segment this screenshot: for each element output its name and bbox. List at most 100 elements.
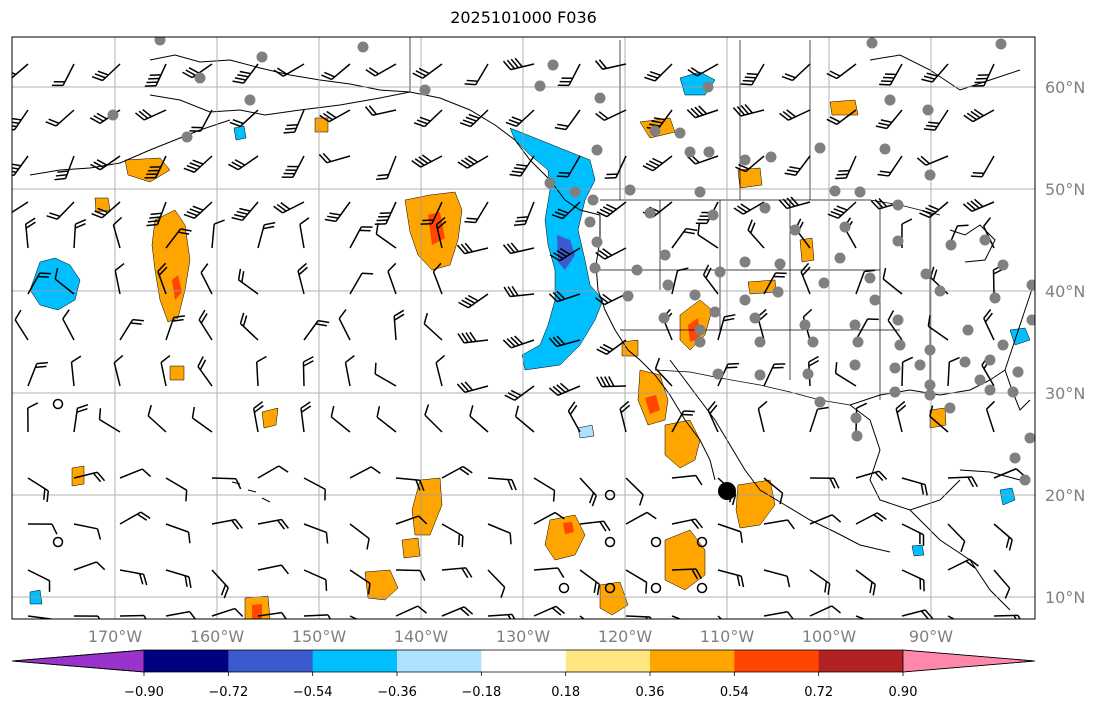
station-dot xyxy=(789,224,801,236)
wind-barb xyxy=(877,155,903,177)
wind-barb xyxy=(487,569,506,599)
wind-barb xyxy=(993,523,1013,551)
wind-barb xyxy=(73,615,104,619)
wind-barb xyxy=(299,217,310,249)
wind-barb xyxy=(395,569,426,581)
wind-barb xyxy=(887,310,903,341)
station-dot xyxy=(924,379,936,391)
station-dot xyxy=(922,104,934,116)
wind-barb xyxy=(457,155,489,169)
wind-barb xyxy=(257,611,289,619)
wind-barb xyxy=(567,401,581,433)
wind-barb xyxy=(671,227,698,249)
wind-barb xyxy=(717,569,745,588)
pos-contour-small-c xyxy=(71,465,85,487)
wind-barb xyxy=(165,228,192,249)
wind-barb xyxy=(273,63,305,77)
wind-barb xyxy=(505,109,535,128)
lon-label: 130°W xyxy=(496,627,551,646)
station-dot xyxy=(765,151,777,163)
wind-barb xyxy=(456,381,489,394)
wind-barb xyxy=(51,63,75,87)
wind-barb xyxy=(834,362,857,387)
wind-barb xyxy=(211,477,242,490)
station-dot xyxy=(892,235,904,247)
wind-barb xyxy=(302,356,314,387)
wind-barb xyxy=(921,63,949,83)
wind-barb xyxy=(642,155,673,172)
wind-barb xyxy=(144,155,167,179)
station-dot xyxy=(849,319,861,331)
wind-barb xyxy=(91,63,121,82)
wind-barb xyxy=(374,201,397,225)
pos-contour-pacific-1-core xyxy=(172,275,182,300)
wind-barb xyxy=(554,109,581,131)
wind-barb xyxy=(916,155,949,166)
wind-barb xyxy=(740,63,765,86)
station-dot xyxy=(914,359,926,371)
calm-circle xyxy=(604,489,616,501)
station-dot xyxy=(703,146,715,158)
wind-barb xyxy=(548,382,581,396)
wind-barb xyxy=(671,518,704,530)
pos-contour-small-b xyxy=(261,407,279,429)
station-dot xyxy=(889,386,901,398)
wind-barb xyxy=(855,615,879,619)
lon-label: 150°W xyxy=(292,627,347,646)
colorbar-tick-label: −0.18 xyxy=(461,685,501,700)
longitude-labels: 170°W 160°W 150°W 140°W 130°W 120°W 110°… xyxy=(88,627,953,646)
wind-barb xyxy=(579,520,611,532)
wind-barb xyxy=(14,309,29,341)
wind-barb xyxy=(364,105,397,117)
coast-baja xyxy=(654,374,716,481)
wind-barb xyxy=(503,285,535,298)
wind-barb xyxy=(827,201,857,219)
station-dot xyxy=(256,51,268,63)
neg-contour-alaska xyxy=(233,125,247,141)
wind-barb xyxy=(257,518,289,530)
wind-barb xyxy=(985,400,996,433)
wind-barb xyxy=(255,355,267,387)
pos-contour-south-1-core xyxy=(563,522,574,534)
wind-barb xyxy=(579,477,597,507)
wind-barb xyxy=(972,63,995,87)
station-dot xyxy=(997,339,1009,351)
station-dot xyxy=(920,268,932,280)
wind-barb xyxy=(73,523,102,540)
wind-barb xyxy=(330,405,351,433)
lat-label: 10°N xyxy=(1045,588,1085,607)
pos-contour-baja-core xyxy=(645,395,660,414)
wind-barb xyxy=(411,154,443,168)
colorbar-tick-label: 0.36 xyxy=(636,685,665,700)
station-dot xyxy=(866,37,878,49)
positive-contours xyxy=(71,99,947,619)
wind-barb xyxy=(318,152,351,164)
wind-barb xyxy=(835,155,857,180)
wind-barb xyxy=(98,408,121,433)
wind-barb xyxy=(901,569,925,592)
wind-barb xyxy=(487,477,517,491)
station-dot xyxy=(644,207,656,219)
pos-contour-gulf-ca xyxy=(735,479,776,529)
wind-barb xyxy=(927,315,949,341)
station-dot xyxy=(1019,474,1031,486)
wind-barb xyxy=(376,406,397,433)
pos-contour-pacific-1 xyxy=(151,209,191,323)
wind-barb xyxy=(324,201,351,223)
station-dot xyxy=(1012,366,1024,378)
wind-barb xyxy=(413,109,443,128)
wind-barb xyxy=(487,613,519,619)
wind-barb xyxy=(73,218,87,249)
wind-barb xyxy=(119,511,151,525)
wind-barb xyxy=(757,400,768,433)
wind-barb xyxy=(557,63,581,87)
wind-barb xyxy=(735,155,765,173)
wind-barb xyxy=(644,63,673,82)
neg-contour-small-1 xyxy=(577,424,595,439)
station-dot xyxy=(739,154,751,166)
wind-barb xyxy=(441,606,474,617)
wind-barb xyxy=(901,356,914,387)
station-dot xyxy=(924,344,936,356)
wind-barb xyxy=(697,223,719,249)
station-dot xyxy=(774,258,786,270)
